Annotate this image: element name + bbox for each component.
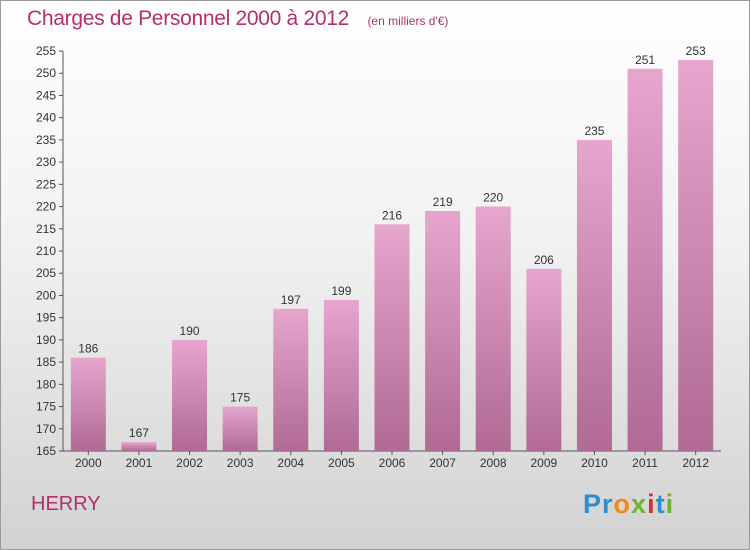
bar xyxy=(374,224,410,451)
x-tick-label: 2003 xyxy=(227,456,254,470)
bar-value-label: 220 xyxy=(483,191,503,205)
y-tick-label: 170 xyxy=(36,422,56,436)
y-tick-label: 255 xyxy=(36,44,56,58)
bar xyxy=(475,206,511,451)
logo-letter: t xyxy=(655,489,666,519)
chart-title: Charges de Personnel 2000 à 2012 xyxy=(27,7,349,30)
bar xyxy=(121,442,157,451)
bar-value-label: 197 xyxy=(281,293,301,307)
bar xyxy=(627,68,663,452)
bar-value-label: 251 xyxy=(635,53,655,67)
bar xyxy=(425,211,461,451)
logo-letter: r xyxy=(602,489,614,519)
bar-value-label: 235 xyxy=(584,124,604,138)
y-tick-label: 215 xyxy=(36,222,56,236)
y-tick-label: 190 xyxy=(36,333,56,347)
y-tick-label: 195 xyxy=(36,311,56,325)
x-tick-label: 2000 xyxy=(75,456,102,470)
bar-value-label: 216 xyxy=(382,208,402,222)
bar-value-label: 206 xyxy=(534,253,554,267)
y-tick-label: 180 xyxy=(36,377,56,391)
x-tick-label: 2002 xyxy=(176,456,203,470)
data-labels: 186 167 190 175 197 199 216 219 220 206 235 251 253 xyxy=(78,44,706,440)
x-tick-label: 2011 xyxy=(632,456,658,470)
bar xyxy=(526,268,562,451)
logo-letter: i xyxy=(647,489,656,519)
y-tick-label: 225 xyxy=(36,177,56,191)
bar xyxy=(273,308,309,451)
y-tick-label: 185 xyxy=(36,355,56,369)
commune-name: HERRY xyxy=(31,493,101,515)
bar-value-label: 167 xyxy=(129,426,149,440)
x-tick-label: 2001 xyxy=(126,456,153,470)
x-tick-label: 2012 xyxy=(682,456,709,470)
y-tick-label: 235 xyxy=(36,133,56,147)
y-tick-label: 210 xyxy=(36,244,56,258)
y-tick-label: 200 xyxy=(36,288,56,302)
bar xyxy=(576,139,612,451)
y-tick-label: 205 xyxy=(36,266,56,280)
logo-letter: i xyxy=(665,489,675,519)
bar-value-label: 175 xyxy=(230,391,250,405)
y-tick-label: 165 xyxy=(36,444,56,458)
y-tick-label: 220 xyxy=(36,200,56,214)
y-tick-label: 175 xyxy=(36,400,56,414)
proxiti-logo: Proxiti xyxy=(583,489,674,520)
logo-letter: x xyxy=(631,489,648,519)
logo-letter: P xyxy=(583,489,603,519)
x-tick-label: 2004 xyxy=(277,456,304,470)
x-tick-label: 2009 xyxy=(530,456,557,470)
bar xyxy=(222,406,258,451)
bar-value-label: 219 xyxy=(433,195,453,209)
bar-value-label: 190 xyxy=(180,324,200,338)
y-tick-label: 240 xyxy=(36,111,56,125)
x-tick-label: 2010 xyxy=(581,456,608,470)
bar-value-label: 186 xyxy=(78,342,98,356)
logo-letter: o xyxy=(613,489,632,519)
bar-value-label: 199 xyxy=(331,284,351,298)
x-tick-label: 2008 xyxy=(480,456,507,470)
y-tick-label: 230 xyxy=(36,155,56,169)
bar xyxy=(678,59,714,452)
y-tick-label: 245 xyxy=(36,88,56,102)
bars xyxy=(70,59,714,452)
x-tick-label: 2006 xyxy=(379,456,406,470)
chart-subtitle: (en milliers d'€) xyxy=(367,14,449,28)
bar xyxy=(323,299,359,451)
bar-value-label: 253 xyxy=(686,44,706,58)
bar xyxy=(70,357,106,451)
title-row: Charges de Personnel 2000 à 2012 (en mil… xyxy=(27,7,448,31)
x-tick-label: 2007 xyxy=(429,456,456,470)
x-tick-label: 2005 xyxy=(328,456,355,470)
bar xyxy=(172,339,208,451)
y-tick-label: 250 xyxy=(36,66,56,80)
